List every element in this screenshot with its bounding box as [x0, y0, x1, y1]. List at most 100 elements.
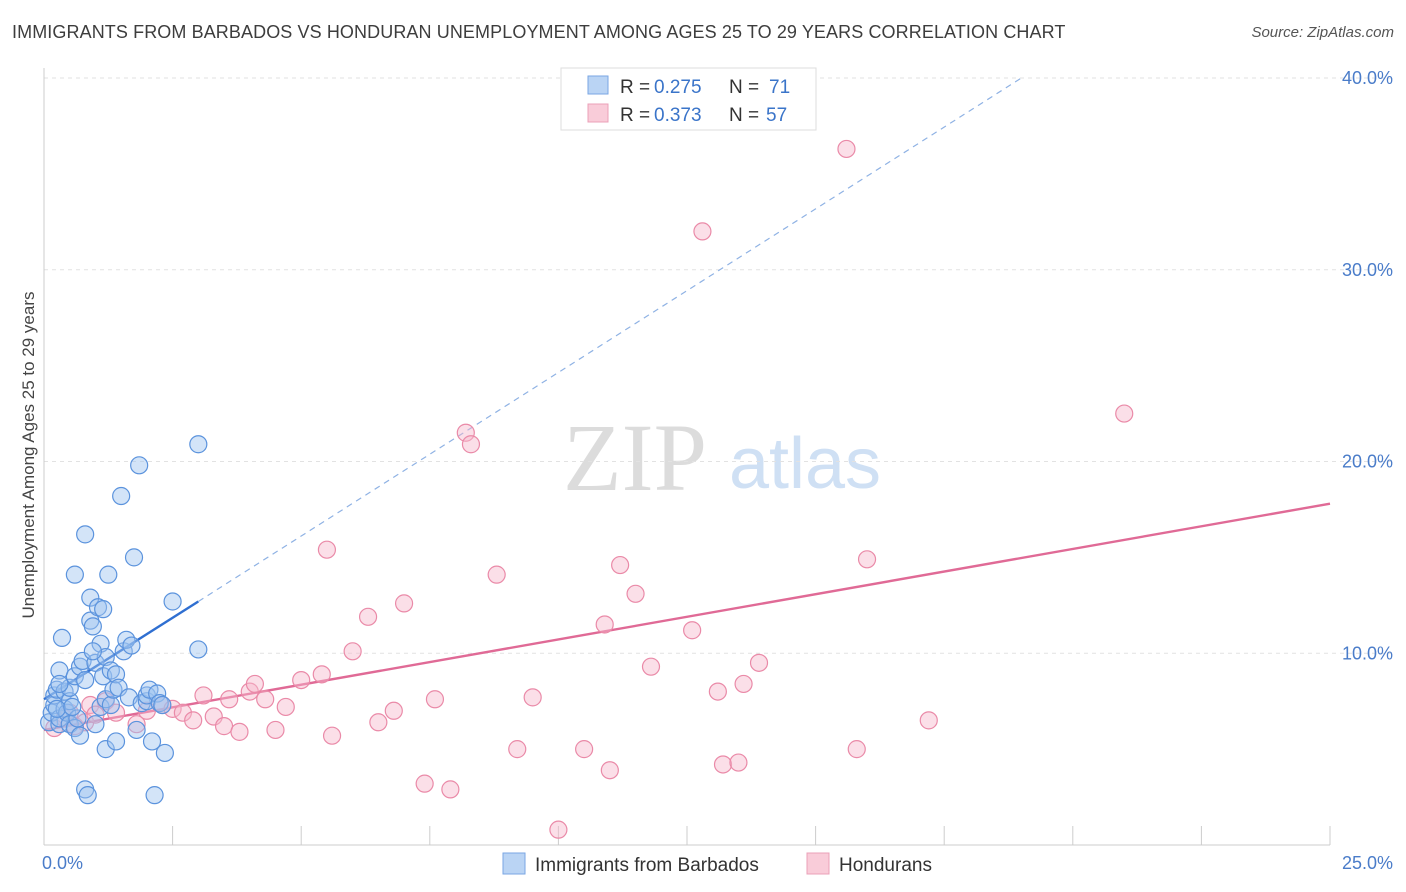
point-barbados [130, 456, 149, 475]
y-tick-label: 10.0% [1342, 643, 1393, 663]
point-hondurans [184, 711, 203, 730]
point-barbados [145, 786, 164, 805]
point-barbados [122, 636, 141, 655]
point-hondurans [194, 686, 213, 705]
point-barbados [127, 720, 146, 740]
point-barbados [60, 678, 79, 697]
point-hondurans [415, 774, 434, 793]
point-hondurans [523, 688, 542, 707]
stats-r-value-hondurans: 0.373 [654, 105, 702, 126]
point-hondurans [384, 701, 403, 720]
point-barbados [81, 588, 100, 607]
chart-source: Source: ZipAtlas.com [1251, 24, 1394, 41]
point-barbados [124, 548, 144, 567]
point-hondurans [276, 697, 295, 717]
point-barbados [76, 525, 95, 544]
point-hondurans [508, 740, 527, 759]
trend-line-dashed-0 [197, 77, 1022, 602]
point-barbados [150, 694, 169, 713]
point-barbados [65, 565, 84, 584]
point-hondurans [487, 565, 506, 584]
point-barbados [68, 709, 87, 728]
point-hondurans [461, 435, 481, 454]
point-barbados [96, 690, 115, 709]
point-barbados [58, 703, 77, 722]
y-tick-label: 30.0% [1342, 260, 1393, 280]
x-tick-label-min: 0.0% [42, 853, 83, 873]
point-hondurans [266, 720, 285, 740]
point-barbados [189, 435, 208, 454]
point-hondurans [245, 674, 265, 694]
point-barbados [78, 786, 97, 805]
point-hondurans [857, 550, 877, 569]
point-hondurans [611, 555, 630, 575]
point-hondurans [173, 703, 192, 722]
point-hondurans [230, 722, 249, 741]
stats-legend: R = 0.275 N = 71 R = 0.373 N = 57 [560, 67, 817, 131]
x-tick-label-max: 25.0% [1342, 853, 1393, 873]
stats-legend-swatch-hondurans [587, 103, 609, 123]
point-hondurans [729, 753, 748, 772]
watermark-atlas: atlas [729, 424, 881, 504]
legend-swatch-barbados [502, 852, 526, 875]
point-barbados [83, 617, 102, 636]
point-barbados [155, 743, 174, 763]
point-barbados [94, 600, 113, 619]
legend-swatch-hondurans [806, 852, 830, 875]
point-barbados [83, 642, 102, 661]
point-hondurans [683, 621, 702, 640]
point-hondurans [425, 690, 445, 709]
point-hondurans [456, 423, 475, 442]
point-hondurans [626, 584, 645, 603]
point-hondurans [369, 713, 388, 732]
point-hondurans [256, 690, 275, 709]
stats-r-label-hondurans: R = [620, 105, 650, 126]
legend-label-barbados: Immigrants from Barbados [535, 855, 759, 876]
stats-legend-swatch-barbados [587, 75, 609, 95]
point-hondurans [214, 717, 234, 736]
stats-n-value-barbados: 71 [769, 77, 790, 98]
point-hondurans [847, 740, 866, 759]
point-hondurans [394, 594, 414, 613]
series-legend: Immigrants from Barbados Hondurans [502, 852, 932, 876]
point-hondurans [220, 690, 239, 709]
point-hondurans [734, 674, 753, 694]
point-hondurans [441, 780, 460, 799]
y-axis-title: Unemployment Among Ages 25 to 29 years [19, 292, 38, 619]
point-hondurans [549, 820, 568, 839]
point-hondurans [312, 665, 331, 684]
legend-label-hondurans: Hondurans [839, 855, 932, 876]
point-barbados [63, 697, 82, 717]
point-hondurans [1115, 404, 1134, 423]
point-barbados [47, 699, 66, 718]
point-hondurans [292, 670, 311, 690]
point-barbados [65, 667, 84, 686]
point-barbados [163, 592, 182, 611]
point-hondurans [919, 711, 938, 730]
point-barbados [86, 653, 105, 672]
data-points [40, 139, 1134, 839]
point-barbados [99, 565, 118, 584]
point-hondurans [600, 761, 619, 780]
point-hondurans [127, 715, 146, 734]
point-hondurans [317, 540, 337, 559]
axes: 10.0% 20.0% 30.0% 40.0% 0.0% 25.0% [42, 68, 1393, 873]
point-barbados [86, 715, 105, 734]
watermark-zip: ZIP [563, 404, 707, 511]
point-barbados [112, 486, 131, 506]
point-barbados [142, 732, 162, 751]
point-barbados [189, 640, 208, 659]
stats-r-label-barbados: R = [620, 77, 650, 98]
point-hondurans [575, 740, 594, 759]
point-hondurans [358, 607, 378, 626]
stats-r-value-barbados: 0.275 [654, 77, 702, 98]
point-hondurans [837, 139, 856, 159]
point-hondurans [595, 615, 614, 634]
chart-title: IMMIGRANTS FROM BARBADOS VS HONDURAN UNE… [12, 22, 1066, 42]
point-barbados [101, 695, 120, 715]
y-tick-label: 40.0% [1342, 68, 1393, 88]
point-barbados [106, 732, 126, 751]
point-barbados [76, 670, 95, 690]
grid-lines [44, 77, 1392, 654]
